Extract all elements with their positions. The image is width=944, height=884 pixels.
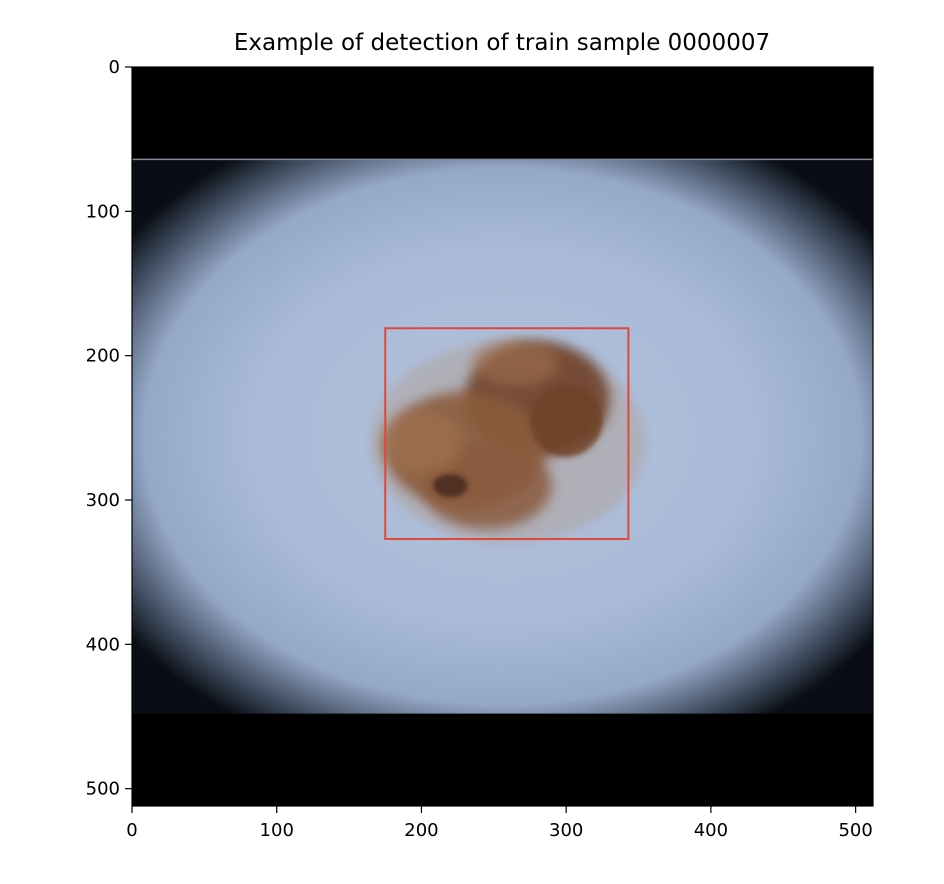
y-axis: 0 100 200 300 400 500 [86, 57, 132, 800]
dermoscopy-image [132, 67, 873, 806]
y-tick-label: 0 [109, 57, 120, 78]
x-tick-label: 300 [549, 820, 583, 841]
x-tick-label: 200 [404, 820, 438, 841]
y-tick-label: 400 [86, 634, 120, 655]
x-tick-label: 100 [260, 820, 294, 841]
x-tick-label: 0 [126, 820, 137, 841]
x-axis: 0 100 200 300 400 500 [126, 806, 873, 841]
x-tick-label: 500 [838, 820, 872, 841]
y-tick-label: 200 [86, 346, 120, 367]
chart-title: Example of detection of train sample 000… [234, 30, 770, 56]
detection-box [384, 327, 630, 540]
y-tick-label: 100 [86, 201, 120, 222]
axes-frame [131, 66, 874, 807]
lesion-blob [529, 384, 603, 457]
lesion-blob [380, 410, 462, 475]
y-tick-label: 300 [86, 490, 120, 511]
lesion-blob [433, 474, 468, 498]
lesion-blob [421, 442, 552, 529]
lesion-blob [472, 339, 559, 386]
lesion [370, 339, 646, 544]
y-tick-label: 500 [86, 779, 120, 800]
x-tick-label: 400 [694, 820, 728, 841]
